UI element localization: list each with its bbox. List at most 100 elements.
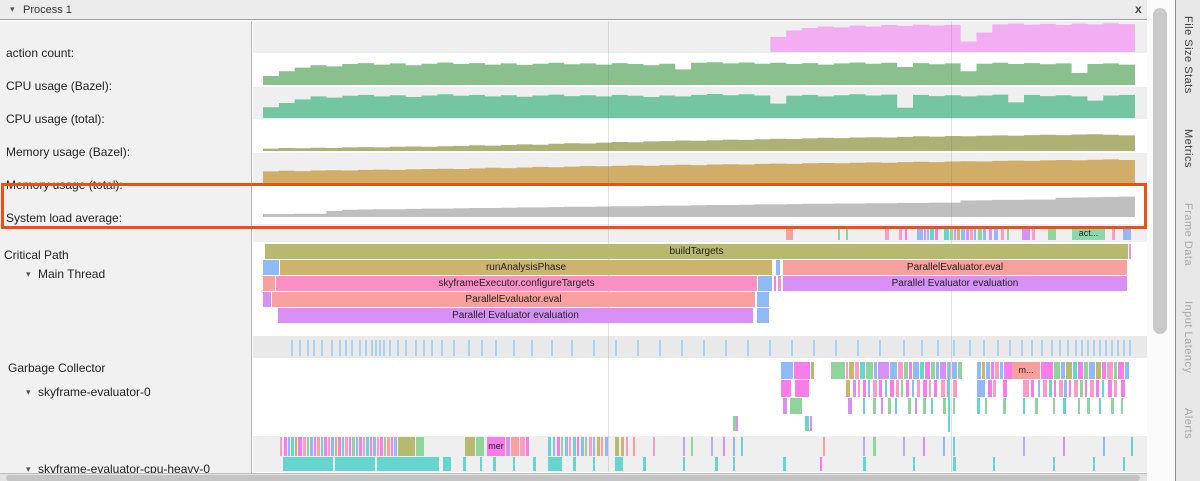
trace-slice[interactable] bbox=[1069, 380, 1071, 397]
trace-slice[interactable] bbox=[1084, 362, 1088, 379]
gc-tick[interactable] bbox=[997, 340, 999, 356]
flame-slice[interactable] bbox=[758, 276, 772, 291]
trace-slice[interactable] bbox=[934, 380, 937, 397]
trace-slice-labeled[interactable]: act... bbox=[1072, 226, 1105, 240]
trace-slice[interactable] bbox=[944, 226, 949, 240]
trace-slice[interactable] bbox=[930, 226, 934, 240]
gc-tick[interactable] bbox=[571, 340, 573, 356]
trace-slice[interactable] bbox=[394, 437, 397, 456]
trace-slice[interactable] bbox=[931, 362, 935, 379]
trace-slice[interactable] bbox=[923, 398, 926, 414]
trace-slice[interactable] bbox=[683, 437, 685, 456]
gc-tick[interactable] bbox=[937, 340, 939, 356]
trace-slice[interactable] bbox=[465, 437, 475, 456]
trace-slice[interactable] bbox=[994, 226, 998, 240]
trace-slice[interactable] bbox=[993, 380, 996, 397]
gc-tick[interactable] bbox=[365, 340, 367, 356]
horizontal-scrollbar[interactable] bbox=[0, 473, 1147, 481]
flame-slice[interactable] bbox=[778, 276, 781, 291]
trace-slice[interactable] bbox=[952, 362, 957, 379]
gc-tick[interactable] bbox=[703, 340, 705, 356]
trace-slice[interactable] bbox=[733, 457, 735, 471]
gc-tick[interactable] bbox=[383, 340, 385, 356]
trace-slice[interactable] bbox=[391, 437, 393, 456]
trace-slice[interactable] bbox=[633, 437, 635, 456]
trace-slice[interactable] bbox=[577, 437, 579, 456]
flame-slice[interactable] bbox=[263, 276, 275, 291]
trace-slice[interactable] bbox=[953, 398, 955, 414]
trace-slice[interactable] bbox=[298, 437, 302, 456]
trace-slice[interactable] bbox=[846, 226, 848, 240]
gc-tick[interactable] bbox=[453, 340, 455, 356]
gc-tick[interactable] bbox=[1041, 340, 1043, 356]
gc-tick[interactable] bbox=[1021, 340, 1023, 356]
trace-slice[interactable] bbox=[291, 437, 294, 456]
trace-slice[interactable] bbox=[321, 437, 323, 456]
trace-slice[interactable] bbox=[1096, 380, 1099, 397]
trace-slice[interactable] bbox=[593, 437, 595, 456]
flame-slice[interactable] bbox=[774, 276, 776, 291]
trace-slice[interactable] bbox=[913, 362, 919, 379]
trace-slice[interactable] bbox=[1107, 362, 1113, 379]
trace-slice[interactable] bbox=[359, 437, 362, 456]
trace-slice[interactable] bbox=[1078, 398, 1080, 414]
trace-slice[interactable] bbox=[626, 437, 628, 456]
tab-alerts[interactable]: Alerts bbox=[1182, 408, 1194, 440]
trace-slice[interactable] bbox=[615, 457, 623, 471]
trace-slice[interactable] bbox=[342, 437, 344, 456]
trace-slice[interactable] bbox=[377, 457, 439, 471]
trace-slice[interactable] bbox=[1103, 437, 1105, 456]
gc-tick[interactable] bbox=[375, 340, 377, 356]
trace-slice[interactable] bbox=[783, 457, 786, 471]
trace-slice[interactable] bbox=[943, 398, 946, 414]
flame-bar[interactable]: runAnalysisPhase bbox=[280, 260, 772, 275]
gc-tick[interactable] bbox=[307, 340, 309, 356]
trace-slice[interactable] bbox=[906, 380, 909, 397]
gc-tick[interactable] bbox=[405, 340, 407, 356]
trace-slice[interactable] bbox=[443, 457, 451, 471]
flame-bar[interactable]: ParallelEvaluator.eval bbox=[272, 292, 755, 307]
trace-slice[interactable] bbox=[295, 437, 297, 456]
trace-slice[interactable] bbox=[317, 437, 320, 456]
trace-slice[interactable] bbox=[958, 362, 962, 379]
trace-slice[interactable] bbox=[885, 226, 889, 240]
gc-tick[interactable] bbox=[371, 340, 373, 356]
trace-slice[interactable] bbox=[888, 398, 891, 414]
trace-slice[interactable] bbox=[581, 437, 584, 456]
trace-slice[interactable] bbox=[957, 226, 960, 240]
trace-slice[interactable] bbox=[1007, 226, 1009, 240]
trace-slice[interactable] bbox=[1118, 362, 1124, 379]
trace-slice[interactable] bbox=[1023, 380, 1029, 397]
trace-slice[interactable] bbox=[1125, 362, 1129, 379]
trace-slice[interactable] bbox=[605, 437, 608, 456]
gc-tick[interactable] bbox=[1075, 340, 1077, 356]
gc-tick[interactable] bbox=[903, 340, 905, 356]
gc-tick[interactable] bbox=[1123, 340, 1125, 356]
trace-slice[interactable] bbox=[863, 398, 865, 414]
gc-tick[interactable] bbox=[351, 340, 353, 356]
counter-chart-cpu-usage-bazel-[interactable] bbox=[263, 55, 1135, 85]
trace-slice[interactable] bbox=[917, 380, 920, 397]
trace-slice[interactable] bbox=[929, 380, 931, 397]
trace-slice[interactable] bbox=[683, 457, 685, 471]
trace-slice[interactable] bbox=[988, 380, 992, 397]
trace-slice[interactable] bbox=[1087, 398, 1090, 414]
trace-slice[interactable] bbox=[986, 362, 990, 379]
gc-tick[interactable] bbox=[983, 340, 985, 356]
trace-slice[interactable] bbox=[733, 437, 735, 456]
trace-slice[interactable] bbox=[1063, 398, 1066, 414]
counter-chart-memory-usage-total-[interactable] bbox=[263, 154, 1135, 184]
thread-collapse-arrow-icon[interactable]: ▾ bbox=[26, 387, 31, 397]
trace-slice[interactable] bbox=[416, 437, 424, 456]
vertical-scrollbar-thumb[interactable] bbox=[1153, 8, 1167, 334]
trace-slice[interactable] bbox=[1085, 380, 1087, 397]
gc-tick[interactable] bbox=[953, 340, 955, 356]
gc-tick[interactable] bbox=[857, 340, 859, 356]
trace-slice[interactable] bbox=[553, 437, 555, 456]
trace-slice-labeled[interactable]: m... bbox=[1012, 362, 1040, 379]
trace-slice[interactable] bbox=[1111, 398, 1114, 414]
trace-slice[interactable] bbox=[874, 362, 877, 379]
flame-slice[interactable] bbox=[1129, 244, 1131, 259]
trace-slice[interactable] bbox=[935, 226, 938, 240]
trace-slice[interactable] bbox=[846, 380, 850, 397]
